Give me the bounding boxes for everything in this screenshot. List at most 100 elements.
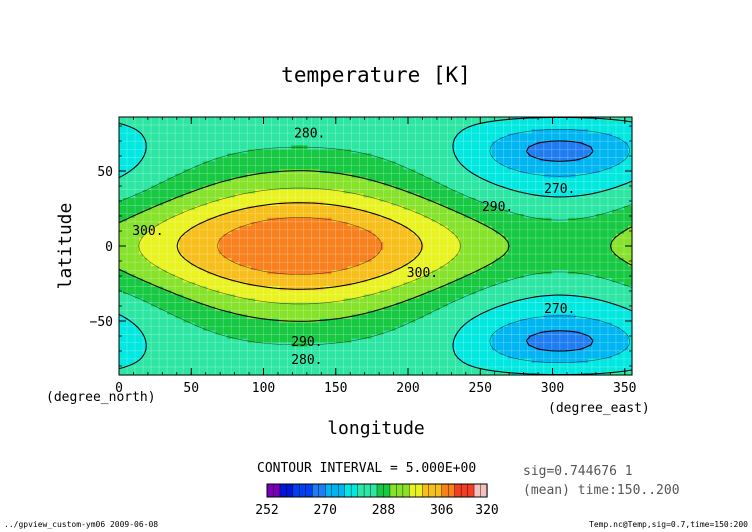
field-cell bbox=[183, 121, 188, 126]
field-cell bbox=[479, 258, 485, 263]
field-cell bbox=[627, 121, 633, 126]
field-cell bbox=[543, 205, 549, 211]
field-cell bbox=[531, 246, 537, 251]
field-cell bbox=[415, 205, 421, 211]
field-cell bbox=[331, 157, 337, 162]
field-cell bbox=[475, 262, 481, 267]
field-cell bbox=[447, 145, 453, 150]
field-cell bbox=[255, 241, 260, 247]
field-cell bbox=[407, 213, 413, 219]
field-cell bbox=[563, 241, 569, 247]
field-cell bbox=[455, 165, 461, 171]
field-cell bbox=[571, 121, 577, 126]
field-cell bbox=[171, 169, 176, 175]
field-cell bbox=[539, 153, 545, 158]
field-cell bbox=[255, 153, 260, 158]
field-cell bbox=[595, 129, 601, 134]
field-cell bbox=[159, 209, 164, 215]
field-cell bbox=[439, 133, 445, 138]
field-cell bbox=[239, 217, 244, 223]
field-cell bbox=[371, 205, 377, 211]
field-cell bbox=[231, 169, 236, 175]
field-cell bbox=[231, 205, 236, 211]
field-cell bbox=[359, 125, 365, 130]
field-cell bbox=[339, 262, 345, 267]
field-cell bbox=[599, 121, 605, 126]
field-cell bbox=[395, 246, 401, 251]
field-cell bbox=[119, 125, 124, 130]
field-cell bbox=[263, 221, 268, 227]
field-cell bbox=[219, 270, 224, 275]
field-cell bbox=[163, 153, 168, 158]
field-cell bbox=[603, 258, 609, 263]
field-cell bbox=[395, 201, 401, 207]
field-cell bbox=[395, 237, 401, 243]
field-cell bbox=[239, 270, 244, 275]
field-cell bbox=[363, 225, 369, 231]
field-cell bbox=[175, 161, 180, 166]
field-cell bbox=[187, 177, 192, 183]
field-cell bbox=[147, 121, 152, 126]
field-cell bbox=[315, 209, 320, 215]
field-cell bbox=[503, 137, 509, 142]
field-cell bbox=[311, 161, 316, 166]
field-cell bbox=[507, 121, 513, 126]
field-cell bbox=[511, 233, 517, 239]
field-cell bbox=[211, 153, 216, 158]
field-cell bbox=[311, 221, 316, 227]
field-cell bbox=[279, 165, 284, 171]
field-cell bbox=[379, 250, 385, 255]
field-cell bbox=[271, 185, 276, 191]
field-cell bbox=[419, 169, 425, 175]
field-cell bbox=[247, 246, 252, 251]
field-cell bbox=[495, 246, 501, 251]
field-cell bbox=[271, 266, 276, 271]
field-cell bbox=[591, 133, 597, 138]
field-cell bbox=[243, 141, 248, 146]
field-cell bbox=[251, 262, 256, 267]
field-cell bbox=[395, 254, 401, 259]
field-cell bbox=[267, 250, 272, 255]
field-cell bbox=[607, 233, 613, 239]
field-cell bbox=[339, 141, 345, 146]
field-cell bbox=[335, 145, 341, 150]
field-cell bbox=[379, 233, 385, 239]
field-cell bbox=[483, 233, 489, 239]
field-cell bbox=[287, 246, 292, 251]
field-cell bbox=[519, 141, 525, 146]
field-cell bbox=[143, 209, 148, 215]
field-cell bbox=[263, 125, 268, 130]
field-cell bbox=[359, 137, 365, 142]
field-cell bbox=[159, 246, 164, 251]
field-cell bbox=[227, 165, 232, 171]
field-cell bbox=[331, 213, 337, 219]
field-cell bbox=[187, 270, 192, 275]
field-cell bbox=[155, 121, 160, 126]
field-cell bbox=[307, 157, 312, 162]
field-cell bbox=[371, 262, 377, 267]
field-cell bbox=[575, 161, 581, 166]
field-cell bbox=[275, 177, 280, 183]
field-cell bbox=[167, 121, 172, 126]
field-cell bbox=[279, 205, 284, 211]
field-cell bbox=[219, 254, 224, 259]
field-cell bbox=[323, 209, 329, 215]
field-cell bbox=[607, 205, 613, 211]
field-cell bbox=[127, 254, 132, 259]
field-cell bbox=[555, 181, 561, 187]
field-cell bbox=[431, 229, 437, 235]
field-cell bbox=[303, 201, 308, 207]
field-cell bbox=[515, 157, 521, 162]
field-cell bbox=[383, 185, 389, 191]
field-cell bbox=[423, 237, 429, 243]
field-cell bbox=[179, 209, 184, 215]
field-cell bbox=[271, 258, 276, 263]
field-cell bbox=[367, 125, 373, 130]
field-cell bbox=[351, 193, 357, 199]
field-cell bbox=[471, 262, 477, 267]
field-cell bbox=[431, 254, 437, 259]
field-cell bbox=[363, 189, 369, 195]
field-cell bbox=[591, 237, 597, 243]
field-cell bbox=[463, 181, 469, 187]
field-cell bbox=[519, 197, 525, 203]
